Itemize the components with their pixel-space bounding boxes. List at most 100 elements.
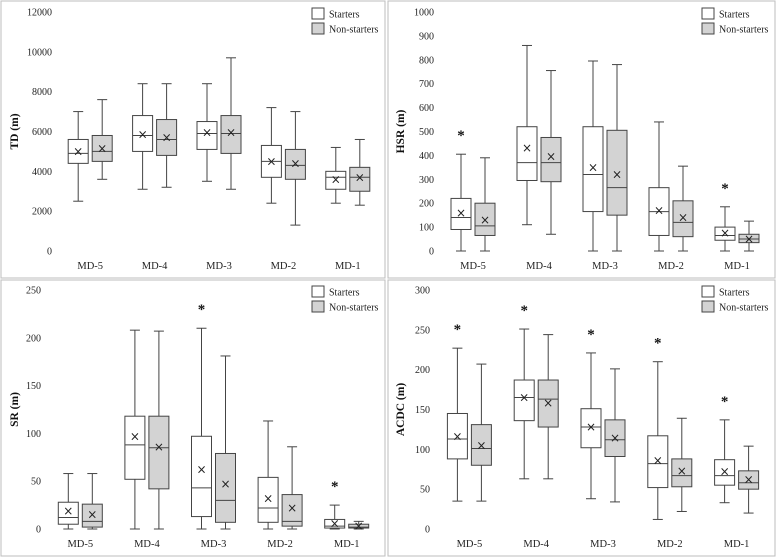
mean-marker: ×	[744, 232, 754, 246]
box-iqr	[580, 408, 602, 449]
legend-swatch	[311, 22, 325, 35]
legend-swatch	[701, 22, 715, 35]
chart-panel-4: 0 50 100 150 200 250 300 ACDC (m) MD-5 × × MD-4 × × MD…	[387, 279, 776, 557]
panel-border	[387, 279, 776, 557]
legend-swatch	[701, 285, 715, 298]
y-tick-label: 150	[26, 381, 41, 392]
box-md-5-starters: ×	[67, 111, 89, 202]
legend-label: Starters	[329, 10, 360, 21]
box-iqr	[537, 379, 559, 428]
box-md-1-non-starters: ×	[738, 220, 760, 252]
box-md-2-starters: ×	[257, 420, 279, 530]
mean-marker: ×	[287, 501, 297, 515]
mean-marker: ×	[588, 160, 598, 174]
mean-marker: ×	[519, 391, 529, 405]
x-category-label: MD-3	[592, 261, 618, 272]
x-category-label: MD-2	[657, 539, 683, 550]
y-axis-label: TD (m)	[9, 113, 21, 149]
box-md-5-starters: ×	[450, 153, 472, 252]
box-md-3-non-starters: ×	[215, 355, 236, 530]
box-iqr	[196, 121, 218, 150]
significance-star: *	[454, 322, 462, 338]
mean-marker: ×	[610, 431, 620, 445]
y-tick-label: 400	[419, 151, 434, 162]
box-md-4-starters: ×	[516, 44, 538, 226]
box-iqr	[91, 134, 113, 162]
y-tick-label: 900	[419, 31, 434, 42]
box-iqr	[672, 200, 694, 238]
mean-marker: ×	[654, 203, 664, 217]
box-md-1-non-starters: ×	[738, 445, 760, 514]
chart-panel-1: 0 2000 4000 6000 8000 10000 12000 TD (m) MD-5 × × M…	[0, 0, 386, 279]
box-iqr	[446, 412, 468, 460]
x-category-label: MD-1	[724, 261, 750, 272]
y-tick-label: 100	[419, 223, 434, 234]
y-tick-label: 0	[47, 247, 52, 258]
y-tick-label: 50	[420, 485, 430, 496]
box-md-2-starters: ×	[648, 121, 670, 252]
box-iqr	[281, 494, 303, 527]
y-tick-label: 700	[419, 79, 434, 90]
box-iqr	[450, 197, 472, 230]
y-tick-label: 10000	[27, 47, 52, 58]
box-iqr	[148, 415, 170, 490]
box-md-1-starters: ×	[324, 504, 346, 530]
box-md-4-starters: ×	[132, 83, 154, 190]
box-md-5-starters: ×	[57, 473, 79, 530]
y-tick-label: 800	[419, 55, 434, 66]
mean-marker: ×	[97, 141, 107, 155]
mean-marker: ×	[612, 168, 622, 182]
mean-marker: ×	[196, 463, 206, 477]
y-tick-label: 250	[26, 286, 41, 297]
mean-marker: ×	[677, 464, 687, 478]
box-iqr	[191, 435, 212, 518]
box-md-2-starters: ×	[260, 107, 282, 204]
box-iqr	[714, 459, 736, 486]
y-tick-label: 1000	[414, 8, 434, 19]
box-md-1-non-starters: ×	[349, 138, 371, 206]
box-iqr	[714, 226, 736, 241]
box-md-5-non-starters: ×	[81, 473, 103, 530]
mean-marker: ×	[456, 206, 466, 220]
mean-marker: ×	[653, 453, 663, 467]
box-md-1-non-starters: ×	[348, 519, 370, 533]
y-tick-label: 100	[26, 429, 41, 440]
legend-swatch	[701, 300, 715, 313]
y-tick-label: 6000	[32, 127, 52, 138]
mean-marker: ×	[586, 420, 596, 434]
x-category-label: MD-1	[724, 539, 750, 550]
box-md-3-non-starters: ×	[604, 368, 626, 503]
x-category-label: MD-2	[658, 261, 684, 272]
box-iqr	[156, 119, 178, 156]
box-md-1-starters: ×	[714, 206, 736, 252]
significance-star: *	[198, 302, 206, 318]
y-tick-label: 100	[415, 445, 430, 456]
mean-marker: ×	[226, 125, 236, 139]
box-md-2-non-starters: ×	[672, 165, 694, 252]
mean-marker: ×	[63, 504, 73, 518]
box-iqr	[124, 415, 146, 480]
box-iqr	[132, 115, 154, 152]
legend-label: Starters	[719, 10, 750, 21]
box-md-1-starters: ×	[325, 146, 347, 204]
box-md-1-starters: ×	[714, 419, 736, 504]
legend-label: Starters	[719, 288, 750, 299]
box-md-5-starters: ×	[446, 347, 468, 502]
y-axis-label: HSR (m)	[395, 109, 407, 153]
box-iqr	[257, 476, 279, 523]
box-iqr	[671, 458, 693, 488]
box-iqr	[516, 126, 538, 181]
box-iqr	[606, 129, 628, 216]
y-tick-label: 200	[415, 365, 430, 376]
mean-marker: ×	[73, 144, 83, 158]
y-tick-label: 0	[36, 525, 41, 536]
significance-star: *	[457, 128, 465, 144]
mean-marker: ×	[263, 491, 273, 505]
chart-panel-2: 0 100 200 300 400 500 600 700 800 900 1000 HSR (m) M…	[387, 0, 776, 279]
legend-swatch	[701, 7, 715, 20]
box-md-4-starters: ×	[124, 329, 146, 530]
legend-label: Starters	[329, 288, 360, 299]
x-category-label: MD-3	[590, 539, 616, 550]
box-iqr	[738, 233, 760, 244]
